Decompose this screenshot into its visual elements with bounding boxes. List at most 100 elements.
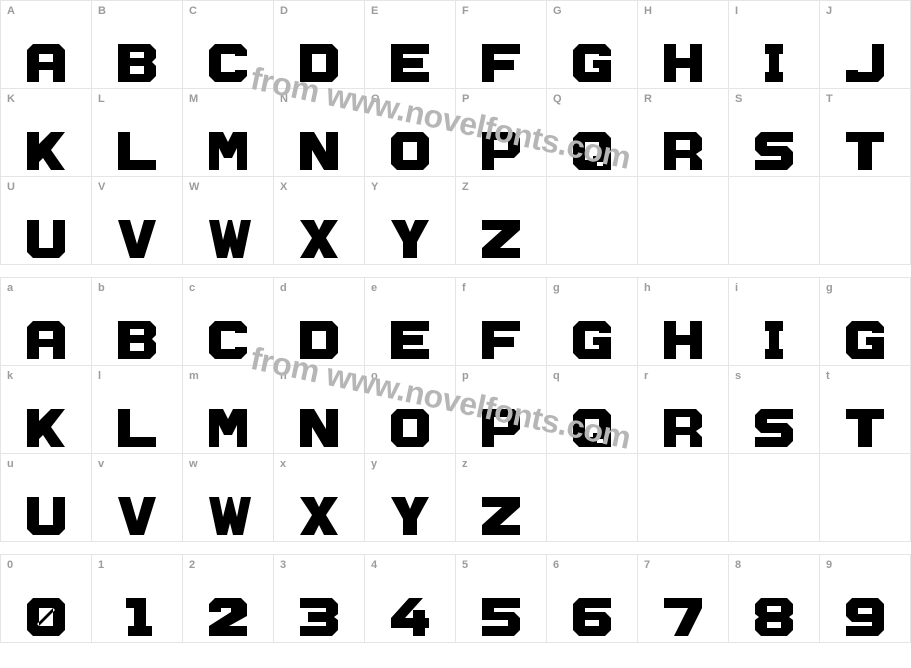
glyph-V-icon — [114, 493, 160, 535]
key-label: 9 — [826, 559, 832, 571]
glyph-wrapper — [274, 405, 364, 447]
glyph-cell: 0 — [1, 555, 92, 643]
key-label: o — [371, 370, 378, 382]
glyph-wrapper — [365, 405, 455, 447]
glyph-cell: d — [274, 278, 365, 366]
key-label: x — [280, 458, 286, 470]
glyph-R-icon — [660, 128, 706, 170]
glyph-Q-icon — [569, 405, 615, 447]
key-label: I — [735, 5, 738, 17]
glyph-N-icon — [296, 128, 342, 170]
glyph-wrapper — [183, 216, 273, 258]
glyph-cell: U — [1, 177, 92, 265]
key-label: G — [553, 5, 562, 17]
glyph-wrapper — [1, 493, 91, 535]
key-label: y — [371, 458, 377, 470]
glyph-cell: o — [365, 366, 456, 454]
glyph-wrapper — [183, 405, 273, 447]
glyph-wrapper — [456, 128, 546, 170]
glyph-R-icon — [660, 405, 706, 447]
glyph-cell: 5 — [456, 555, 547, 643]
glyph-wrapper — [456, 317, 546, 359]
glyph-cell: l — [92, 366, 183, 454]
glyph-cell: L — [92, 89, 183, 177]
glyph-wrapper — [456, 216, 546, 258]
glyph-K-icon — [23, 128, 69, 170]
glyph-I-icon — [751, 317, 797, 359]
glyph-cell: H — [638, 1, 729, 89]
key-label: Z — [462, 181, 469, 193]
glyph-Q-icon — [569, 128, 615, 170]
glyph-F-icon — [478, 317, 524, 359]
glyph-wrapper — [456, 594, 546, 636]
key-label: B — [98, 5, 106, 17]
glyph-cell: T — [820, 89, 911, 177]
key-label: 1 — [98, 559, 104, 571]
glyph-W-icon — [205, 216, 251, 258]
glyph-cell: W — [183, 177, 274, 265]
glyph-cell: B — [92, 1, 183, 89]
glyph-cell: A — [1, 1, 92, 89]
glyph-S-icon — [751, 128, 797, 170]
glyph-B-icon — [114, 317, 160, 359]
key-label: q — [553, 370, 560, 382]
glyph-wrapper — [365, 40, 455, 82]
glyph-cell: a — [1, 278, 92, 366]
key-label: W — [189, 181, 199, 193]
glyph-wrapper — [92, 40, 182, 82]
glyph-cell: 9 — [820, 555, 911, 643]
glyph-5-icon — [478, 594, 524, 636]
glyph-P-icon — [478, 405, 524, 447]
glyph-C-icon — [205, 317, 251, 359]
glyph-cell: Q — [547, 89, 638, 177]
glyph-cell: F — [456, 1, 547, 89]
key-label: v — [98, 458, 104, 470]
glyph-9-icon — [842, 594, 888, 636]
glyph-cell: E — [365, 1, 456, 89]
glyph-cell: X — [274, 177, 365, 265]
glyph-cell: v — [92, 454, 183, 542]
glyph-O-icon — [387, 128, 433, 170]
glyph-I-icon — [751, 40, 797, 82]
glyph-wrapper — [547, 128, 637, 170]
glyph-wrapper — [183, 128, 273, 170]
key-label: E — [371, 5, 378, 17]
glyph-wrapper — [92, 594, 182, 636]
glyph-0-icon — [23, 594, 69, 636]
key-label: F — [462, 5, 469, 17]
key-label: g — [553, 282, 560, 294]
glyph-wrapper — [820, 40, 910, 82]
glyph-cell: s — [729, 366, 820, 454]
glyph-cell: q — [547, 366, 638, 454]
font-character-map: ABCDEFGHIJKLMNOPQRSTUVWXYZabcdefghigklmn… — [0, 0, 911, 643]
glyph-wrapper — [820, 594, 910, 636]
key-label: M — [189, 93, 198, 105]
key-label: h — [644, 282, 651, 294]
key-label: L — [98, 93, 105, 105]
glyph-cell: V — [92, 177, 183, 265]
glyph-cell: K — [1, 89, 92, 177]
glyph-cell: P — [456, 89, 547, 177]
key-label: X — [280, 181, 287, 193]
glyph-wrapper — [365, 128, 455, 170]
glyph-Y-icon — [387, 493, 433, 535]
empty-cell — [729, 454, 820, 542]
glyph-G-icon — [569, 317, 615, 359]
glyph-wrapper — [820, 317, 910, 359]
glyph-cell: G — [547, 1, 638, 89]
section-uppercase: ABCDEFGHIJKLMNOPQRSTUVWXYZ — [0, 0, 911, 265]
glyph-A-icon — [23, 317, 69, 359]
glyph-cell: Y — [365, 177, 456, 265]
glyph-wrapper — [365, 493, 455, 535]
glyph-Z-icon — [478, 216, 524, 258]
empty-cell — [547, 177, 638, 265]
glyph-cell: O — [365, 89, 456, 177]
glyph-wrapper — [365, 317, 455, 359]
glyph-wrapper — [729, 405, 819, 447]
glyph-cell: g — [820, 278, 911, 366]
glyph-wrapper — [547, 317, 637, 359]
glyph-cell: c — [183, 278, 274, 366]
key-label: C — [189, 5, 197, 17]
key-label: l — [98, 370, 101, 382]
glyph-X-icon — [296, 493, 342, 535]
